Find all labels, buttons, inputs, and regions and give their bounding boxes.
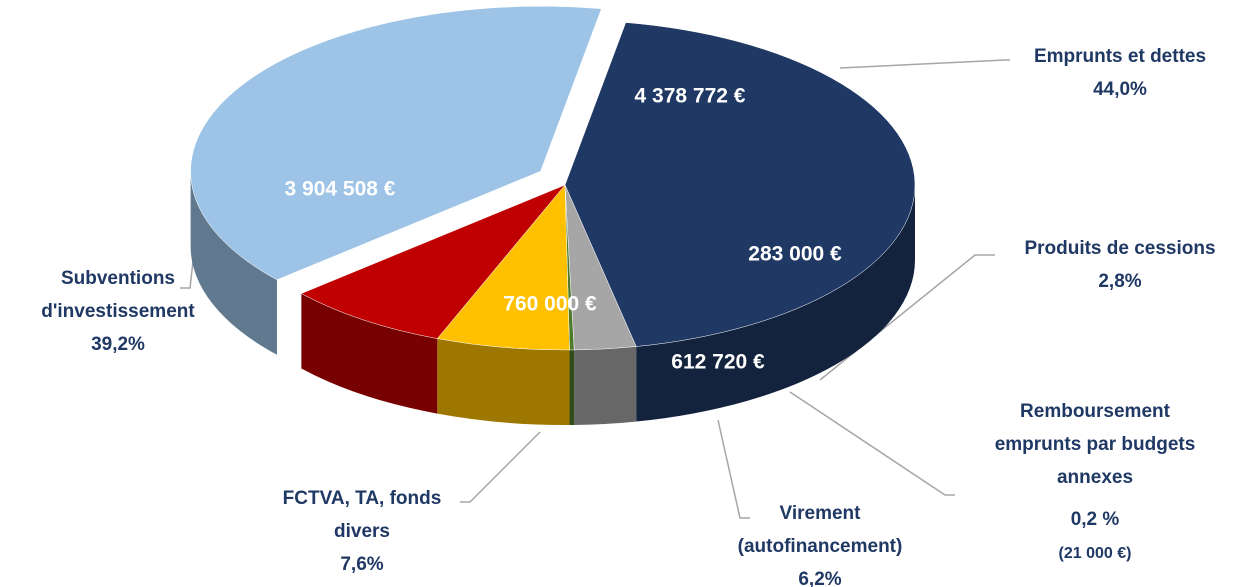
slice-side bbox=[574, 346, 637, 425]
slice-side bbox=[301, 293, 438, 414]
slice bbox=[300, 184, 566, 339]
category-label: Produits de cessions bbox=[1024, 238, 1216, 259]
leader-line bbox=[839, 59, 1010, 69]
slice-side bbox=[569, 349, 575, 425]
percent-label: 44,0% bbox=[1093, 79, 1147, 100]
slice-side bbox=[190, 171, 277, 355]
value-label: 3 904 508 € bbox=[285, 178, 396, 201]
slice bbox=[190, 5, 602, 281]
slice-side bbox=[636, 185, 915, 422]
leader-line bbox=[717, 419, 750, 519]
category-label: Virement (autofinancement) bbox=[737, 503, 903, 557]
value-label: 612 720 € bbox=[671, 351, 765, 374]
leader-line bbox=[789, 391, 955, 496]
percent-label: 6,2% bbox=[798, 569, 842, 587]
value-label: 760 000 € bbox=[503, 293, 597, 316]
category-label: Remboursement emprunts par budgets annex… bbox=[994, 401, 1196, 488]
slice-side bbox=[437, 338, 570, 425]
percent-label: 39,2% bbox=[91, 334, 145, 355]
percent-label: 0,2 % bbox=[1070, 509, 1120, 530]
category-label: FCTVA, TA, fonds divers bbox=[282, 488, 442, 542]
value-label: 4 378 772 € bbox=[635, 85, 746, 108]
category-label: Emprunts et dettes bbox=[1033, 46, 1207, 67]
leader-line bbox=[460, 431, 541, 503]
slice bbox=[564, 22, 916, 347]
category-label: Subventions d'investissement bbox=[41, 268, 195, 322]
value-label: 283 000 € bbox=[748, 243, 842, 266]
percent-label: 7,6% bbox=[340, 554, 384, 575]
slice bbox=[436, 184, 570, 351]
value-label: (21 000 €) bbox=[1058, 545, 1132, 562]
percent-label: 2,8% bbox=[1098, 271, 1142, 292]
